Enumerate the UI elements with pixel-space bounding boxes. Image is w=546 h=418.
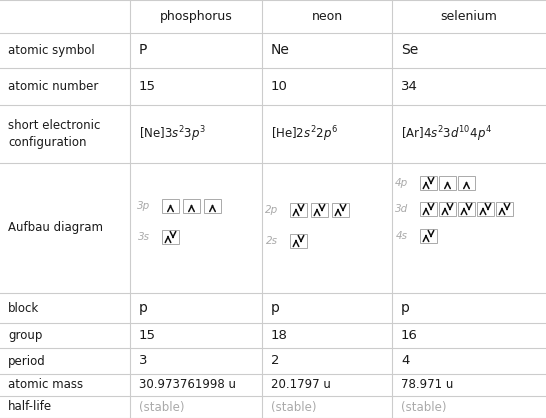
Text: p: p xyxy=(401,301,410,315)
Bar xyxy=(439,202,456,216)
Text: $\mathregular{[Ne]3}s^2\mathregular{3}p^3$: $\mathregular{[Ne]3}s^2\mathregular{3}p^… xyxy=(139,124,206,144)
Text: selenium: selenium xyxy=(441,10,497,23)
Bar xyxy=(496,202,513,216)
Text: 20.1797 u: 20.1797 u xyxy=(271,379,331,392)
Text: atomic number: atomic number xyxy=(8,80,98,93)
Bar xyxy=(290,203,307,217)
Text: 15: 15 xyxy=(139,329,156,342)
Text: atomic symbol: atomic symbol xyxy=(8,44,95,57)
Text: P: P xyxy=(139,43,147,58)
Bar xyxy=(477,202,494,216)
Text: $\mathregular{[Ar]4}s^2\mathregular{3}d^{10}\mathregular{4}p^4$: $\mathregular{[Ar]4}s^2\mathregular{3}d^… xyxy=(401,124,492,144)
Text: 30.973761998 u: 30.973761998 u xyxy=(139,379,236,392)
Text: Ne: Ne xyxy=(271,43,290,58)
Text: p: p xyxy=(271,301,280,315)
Text: 4: 4 xyxy=(401,354,410,367)
Text: short electronic
configuration: short electronic configuration xyxy=(8,119,100,149)
Bar xyxy=(420,202,437,216)
Bar xyxy=(204,199,221,213)
Bar xyxy=(183,199,200,213)
Text: 3s: 3s xyxy=(138,232,150,242)
Bar xyxy=(332,203,349,217)
Text: 3: 3 xyxy=(139,354,147,367)
Bar xyxy=(420,229,437,243)
Text: 2s: 2s xyxy=(266,236,278,246)
Text: 4p: 4p xyxy=(395,178,408,188)
Text: 18: 18 xyxy=(271,329,288,342)
Text: $\mathregular{[He]2}s^2\mathregular{2}p^6$: $\mathregular{[He]2}s^2\mathregular{2}p^… xyxy=(271,124,338,144)
Bar xyxy=(290,234,307,248)
Text: 3d: 3d xyxy=(395,204,408,214)
Bar xyxy=(311,203,328,217)
Text: (stable): (stable) xyxy=(139,400,185,413)
Text: (stable): (stable) xyxy=(401,400,447,413)
Text: group: group xyxy=(8,329,43,342)
Text: 2p: 2p xyxy=(265,205,278,215)
Bar xyxy=(439,176,456,190)
Text: 78.971 u: 78.971 u xyxy=(401,379,453,392)
Text: neon: neon xyxy=(311,10,342,23)
Text: block: block xyxy=(8,301,39,314)
Text: phosphorus: phosphorus xyxy=(159,10,233,23)
Text: 15: 15 xyxy=(139,80,156,93)
Text: 16: 16 xyxy=(401,329,418,342)
Text: p: p xyxy=(139,301,148,315)
Text: 4s: 4s xyxy=(396,231,408,241)
Text: half-life: half-life xyxy=(8,400,52,413)
Bar xyxy=(458,202,475,216)
Text: (stable): (stable) xyxy=(271,400,317,413)
Bar xyxy=(420,176,437,190)
Text: Se: Se xyxy=(401,43,418,58)
Text: 3p: 3p xyxy=(136,201,150,211)
Text: atomic mass: atomic mass xyxy=(8,379,83,392)
Bar xyxy=(458,176,475,190)
Text: period: period xyxy=(8,354,46,367)
Text: 2: 2 xyxy=(271,354,280,367)
Bar xyxy=(162,199,179,213)
Text: 10: 10 xyxy=(271,80,288,93)
Bar xyxy=(162,230,179,244)
Text: Aufbau diagram: Aufbau diagram xyxy=(8,222,103,234)
Text: 34: 34 xyxy=(401,80,418,93)
